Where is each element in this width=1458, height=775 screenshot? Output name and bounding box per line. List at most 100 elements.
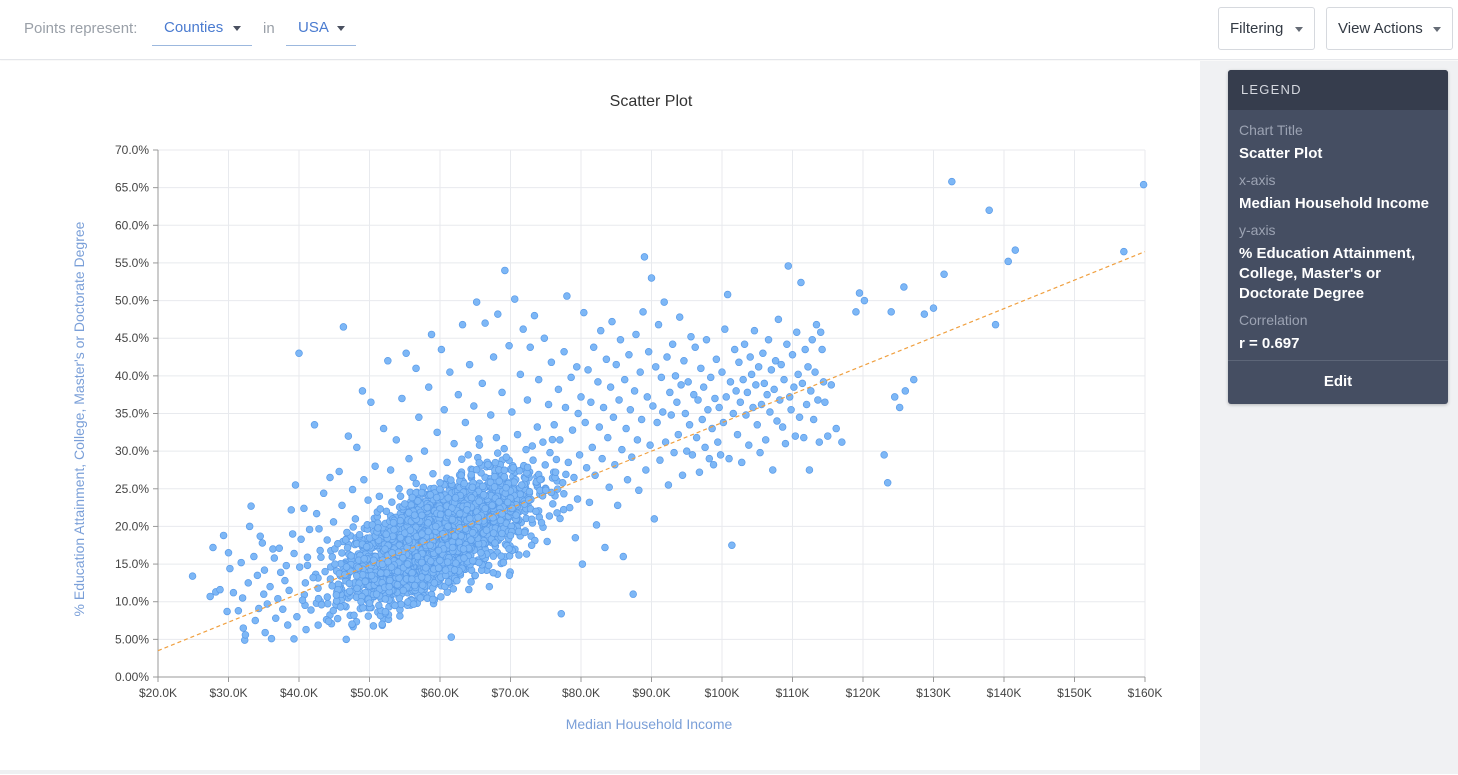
data-point <box>577 393 585 401</box>
data-point <box>604 433 612 442</box>
data-point <box>314 584 322 592</box>
data-point <box>420 447 429 455</box>
data-point <box>756 448 764 457</box>
data-point <box>459 545 468 553</box>
data-point <box>537 518 546 527</box>
x-tick-label: $70.0K <box>491 686 529 700</box>
data-point <box>247 502 255 510</box>
data-point <box>371 462 379 470</box>
data-point <box>452 559 460 567</box>
data-point <box>335 467 343 476</box>
y-tick-label: 10.0% <box>115 595 149 609</box>
data-point <box>794 370 802 379</box>
data-point <box>393 581 402 589</box>
data-point <box>584 366 592 374</box>
data-point <box>269 545 277 553</box>
data-point <box>423 503 432 512</box>
region-dropdown[interactable]: USA <box>286 10 356 46</box>
data-point <box>460 554 468 562</box>
data-point <box>412 479 420 488</box>
data-point <box>725 454 733 463</box>
data-point <box>571 533 580 542</box>
data-point <box>525 487 534 496</box>
y-tick-label: 50.0% <box>115 294 149 308</box>
data-point <box>767 366 776 374</box>
data-point <box>838 438 846 446</box>
data-point <box>396 533 405 542</box>
data-point <box>279 605 287 613</box>
data-point <box>545 512 554 520</box>
data-point <box>629 590 637 598</box>
data-point <box>270 554 279 562</box>
data-point <box>832 424 840 433</box>
data-point <box>302 625 310 634</box>
data-point <box>895 403 904 412</box>
data-point <box>206 592 214 601</box>
data-point <box>448 515 457 524</box>
data-point <box>188 572 197 580</box>
data-point <box>660 298 668 306</box>
y-tick-label: 35.0% <box>115 407 149 421</box>
data-point <box>800 433 808 442</box>
data-point <box>342 635 350 644</box>
data-point <box>489 552 498 560</box>
data-point <box>381 545 389 553</box>
data-point <box>404 536 413 544</box>
filtering-button[interactable]: Filtering <box>1218 7 1315 50</box>
data-point <box>490 483 499 491</box>
data-point <box>509 463 518 472</box>
data-point <box>715 403 723 412</box>
data-point <box>464 451 472 459</box>
data-point <box>458 320 467 329</box>
data-point <box>241 631 250 639</box>
data-point <box>651 363 660 371</box>
view-actions-button[interactable]: View Actions <box>1326 7 1453 50</box>
data-point <box>552 455 561 464</box>
scatter-chart[interactable]: Scatter Plot 0.00% 5.00% 10.0% 15.0% 20.0% 25… <box>0 61 1200 770</box>
data-point <box>314 621 322 629</box>
data-point <box>599 403 608 412</box>
data-point <box>364 612 373 620</box>
data-point <box>413 552 422 561</box>
data-point <box>376 505 384 513</box>
data-point <box>446 368 454 376</box>
data-point <box>436 510 445 519</box>
data-point <box>656 456 664 464</box>
data-point <box>783 340 791 348</box>
data-point <box>297 535 305 543</box>
data-point <box>426 557 435 565</box>
data-point <box>487 411 495 419</box>
data-point <box>528 515 536 524</box>
data-point <box>773 417 781 425</box>
data-point <box>391 601 399 610</box>
data-point <box>456 509 464 518</box>
data-point <box>554 385 563 394</box>
data-point <box>349 523 357 531</box>
data-point <box>323 593 332 601</box>
data-point <box>591 471 599 479</box>
x-tick-label: $160K <box>1128 686 1163 700</box>
data-point <box>351 515 360 523</box>
data-point <box>475 458 483 467</box>
data-point <box>737 458 746 467</box>
data-point <box>1120 247 1128 256</box>
data-point <box>780 375 788 384</box>
data-point <box>860 296 869 305</box>
data-point <box>654 320 663 329</box>
data-point <box>444 494 452 502</box>
x-tick-label: $80.0K <box>562 686 600 700</box>
data-point <box>372 590 381 598</box>
data-point <box>375 492 384 501</box>
points-dropdown[interactable]: Counties <box>152 10 252 46</box>
data-point <box>723 290 732 299</box>
data-point <box>575 451 584 459</box>
data-point <box>763 390 771 399</box>
view-actions-button-label: View Actions <box>1338 20 1423 37</box>
data-point <box>553 485 562 493</box>
legend-edit-button[interactable]: Edit <box>1323 373 1353 390</box>
data-point <box>338 549 346 557</box>
data-point <box>369 556 378 565</box>
data-point <box>427 330 436 339</box>
legend-header: LEGEND <box>1228 70 1448 110</box>
data-point <box>491 539 499 547</box>
